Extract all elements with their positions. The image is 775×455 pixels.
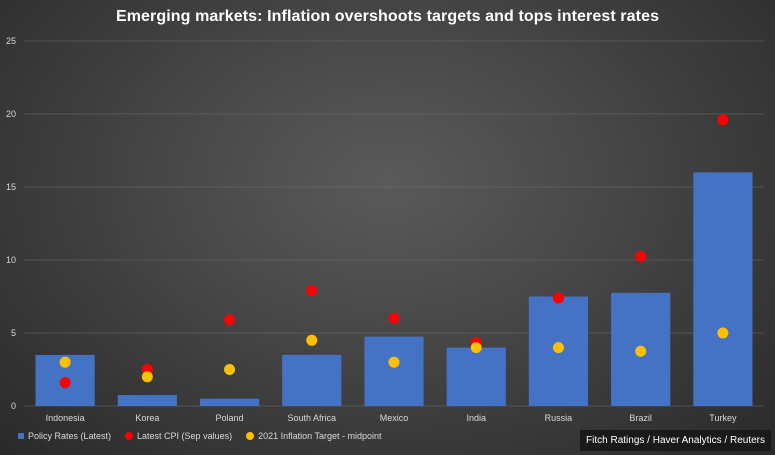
y-tick-label: 5 [11, 328, 16, 338]
x-tick-label: Russia [545, 413, 573, 423]
x-tick-label: Korea [135, 413, 159, 423]
x-tick-label: Indonesia [46, 413, 85, 423]
y-tick-label: 10 [6, 255, 16, 265]
dot-point [306, 334, 318, 346]
legend-swatch-dot [246, 432, 255, 440]
dot-point [470, 342, 482, 354]
dot-point [635, 250, 647, 262]
bar [117, 395, 177, 406]
chart-title: Emerging markets: Inflation overshoots t… [115, 8, 660, 25]
dot-point [552, 342, 564, 354]
bar [693, 172, 753, 406]
y-axis: 0 5 10 15 20 25 [6, 36, 16, 411]
x-tick-label: Turkey [709, 413, 737, 423]
legend-item-policy-rates: Policy Rates (Latest) [18, 431, 111, 441]
dot-point [59, 377, 71, 389]
dot-point [717, 114, 729, 126]
x-tick-label: Poland [216, 413, 244, 423]
y-tick-label: 25 [6, 36, 16, 46]
x-tick-label: Mexico [380, 413, 409, 423]
dot-point [306, 285, 318, 297]
source-note: Fitch Ratings / Haver Analytics / Reuter… [580, 430, 771, 451]
dot-series [59, 114, 729, 389]
legend-item-inflation-target: 2021 Inflation Target - midpoint [246, 431, 382, 441]
dot-point [224, 314, 236, 326]
x-tick-label: Brazil [629, 413, 652, 423]
bar [446, 347, 506, 406]
dot-point [388, 356, 400, 368]
legend-label: Policy Rates (Latest) [28, 431, 112, 441]
legend-swatch-dot [125, 432, 134, 440]
y-tick-label: 15 [6, 182, 16, 192]
dot-point [388, 312, 400, 324]
bar [282, 354, 342, 406]
x-tick-label: India [466, 413, 486, 423]
legend-label: Latest CPI (Sep values) [137, 431, 233, 441]
legend: Policy Rates (Latest) Latest CPI (Sep va… [18, 431, 396, 441]
legend-label: 2021 Inflation Target - midpoint [258, 431, 382, 441]
dot-point [635, 345, 647, 357]
legend-item-latest-cpi: Latest CPI (Sep values) [125, 431, 232, 441]
x-axis: Indonesia Korea Poland South Africa Mexico In… [46, 413, 737, 423]
dot-point [224, 364, 236, 375]
bar [199, 398, 260, 406]
y-tick-label: 20 [6, 109, 16, 119]
dot-point [717, 327, 729, 339]
dot-point [141, 371, 153, 383]
x-tick-label: South Africa [288, 413, 337, 423]
dot-point [59, 356, 71, 368]
y-tick-label: 0 [11, 401, 16, 411]
legend-swatch-bar [18, 433, 24, 439]
bar [364, 336, 424, 406]
dot-point [552, 292, 564, 304]
